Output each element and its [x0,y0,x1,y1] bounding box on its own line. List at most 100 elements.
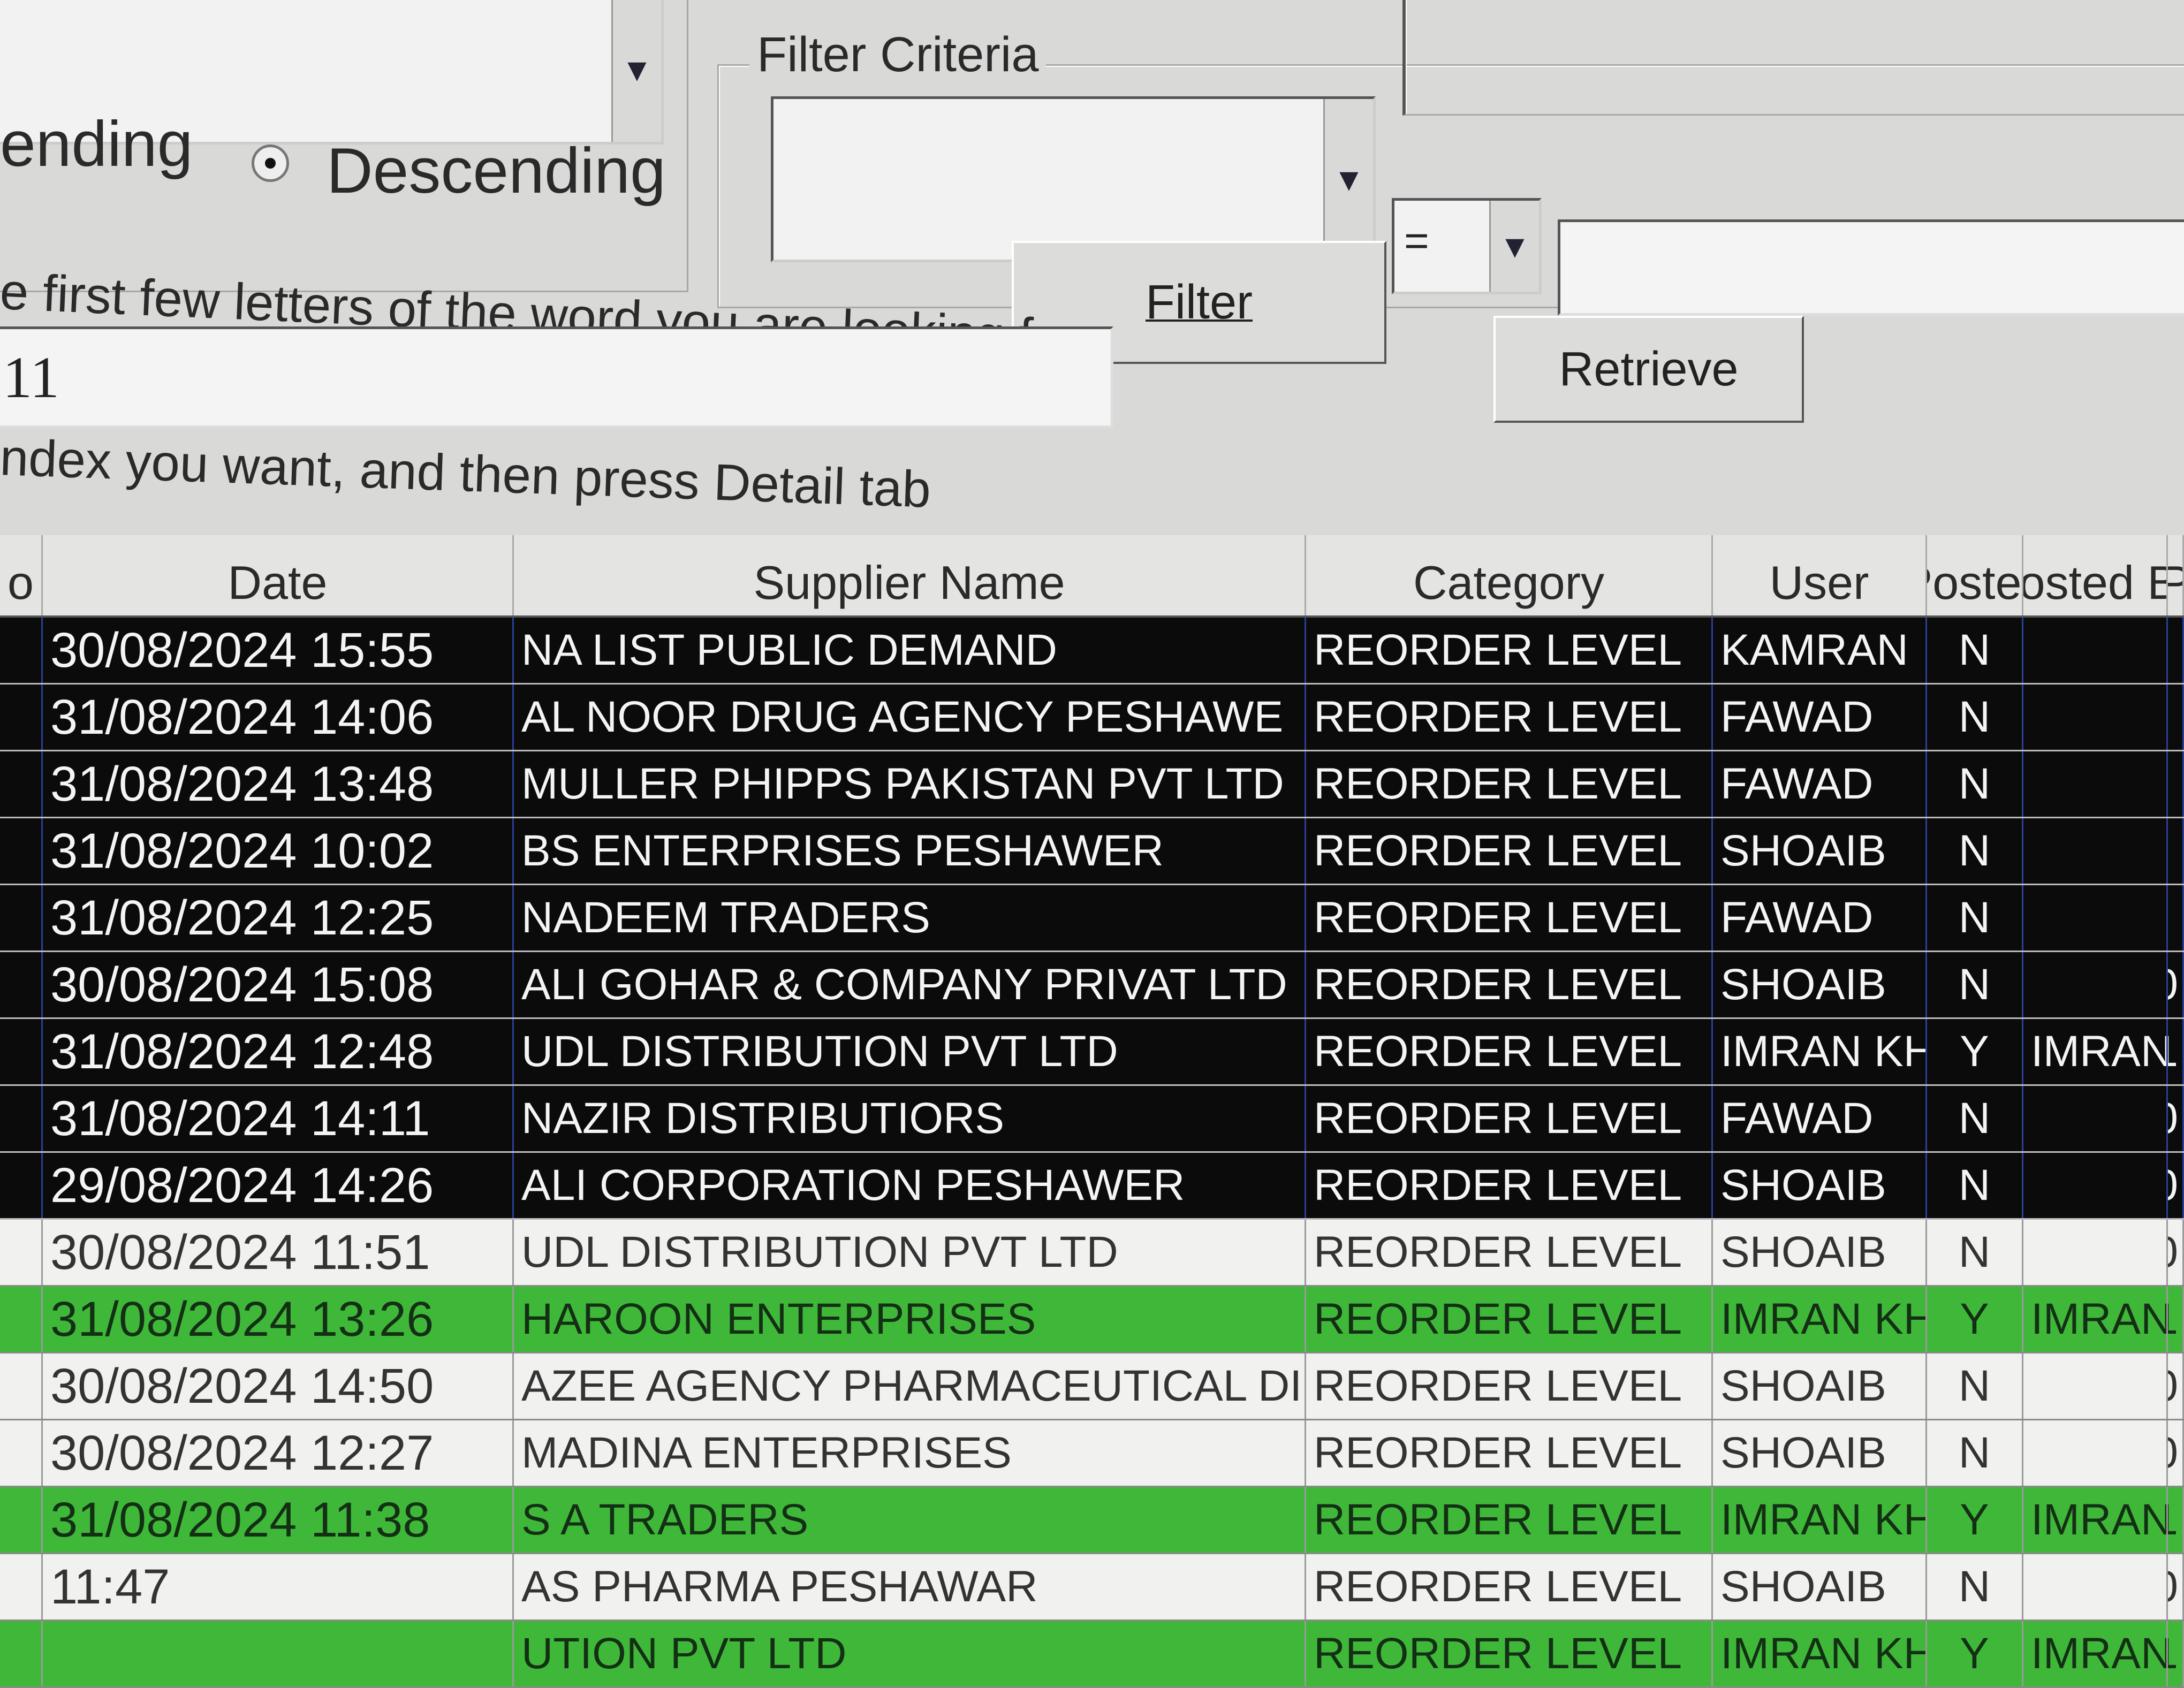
table-row[interactable]: 30/08/2024 11:51 UDL DISTRIBUTION PVT LTD… [0,1220,2184,1287]
header-col-no[interactable]: o [0,535,43,615]
cell-supplier-name: AL NOOR DRUG AGENCY PESHAWE [514,685,1306,750]
header-col-category[interactable]: Category [1306,535,1713,615]
cell-date: 29/08/2024 14:26 [43,1153,514,1218]
table-row[interactable]: 30/08/2024 15:55 NA LIST PUBLIC DEMAND REO… [0,618,2184,685]
search-input-value: 11 [3,345,59,410]
cell-supplier-name: S A TRADERS [514,1487,1306,1553]
cell-user: IMRAN KHAN [1713,1019,1927,1084]
cell-no [0,1287,43,1352]
cell-date: 31/08/2024 11:38 [43,1487,514,1553]
cell-user: SHOAIB [1713,818,1927,884]
cell-supplier-name: NADEEM TRADERS [514,885,1306,951]
header-col-posted-by[interactable]: Posted By [2023,535,2168,615]
header-col-user[interactable]: User [1713,535,1927,615]
cell-date: 31/08/2024 10:02 [43,818,514,884]
filter-value-input[interactable] [1558,219,2184,316]
sort-field-dropdown[interactable]: ▼ [0,0,664,145]
cell-supplier-name: MULLER PHIPPS PAKISTAN PVT LTD [514,751,1306,817]
header-col-posted[interactable]: Posted [1927,535,2023,615]
cell-p: 1 [2168,1621,2184,1686]
table-row[interactable]: 31/08/2024 12:25 NADEEM TRADERS REORDER LE… [0,885,2184,952]
instruction-text: ndex you want, and then press Detail tab [0,429,932,519]
retrieve-button[interactable]: Retrieve [1493,316,1804,423]
cell-no [0,1086,43,1151]
cell-no [0,1420,43,1486]
cell-posted-by [2023,1554,2168,1619]
cell-user: FAWAD [1713,1086,1927,1151]
chevron-down-icon[interactable]: ▼ [1489,201,1539,292]
cell-date [43,1621,514,1686]
cell-category: REORDER LEVEL [1306,618,1713,683]
cell-no [0,1554,43,1619]
cell-no [0,1019,43,1084]
cell-user: SHOAIB [1713,1554,1927,1619]
cell-posted: N [1927,1220,2023,1285]
cell-posted: N [1927,1554,2023,1619]
cell-category: REORDER LEVEL [1306,885,1713,951]
radio-ascending-label[interactable]: ending [0,108,193,180]
cell-date: 31/08/2024 13:26 [43,1287,514,1352]
radio-descending-label[interactable]: Descending [327,135,666,207]
table-row[interactable]: 31/08/2024 13:48 MULLER PHIPPS PAKISTAN P… [0,751,2184,818]
cell-user: KAMRAN [1713,618,1927,683]
table-row[interactable]: 11:47 AS PHARMA PESHAWAR REORDER LEVEL SHOA… [0,1554,2184,1621]
cell-user: SHOAIB [1713,1420,1927,1486]
cell-posted: Y [1927,1019,2023,1084]
cell-user: FAWAD [1713,751,1927,817]
cell-supplier-name: HAROON ENTERPRISES [514,1287,1306,1352]
cell-date: 31/08/2024 14:06 [43,685,514,750]
cell-p: 0 [2168,952,2184,1017]
cell-p: 0 [2168,1554,2184,1619]
table-row[interactable]: 31/08/2024 14:11 NAZIR DISTRIBUTIORS REORD… [0,1086,2184,1153]
chevron-down-icon[interactable]: ▼ [1323,99,1373,260]
table-row[interactable]: 30/08/2024 14:50 AZEE AGENCY PHARMACEUTIC… [0,1354,2184,1420]
cell-no [0,618,43,683]
cell-supplier-name: ALI CORPORATION PESHAWER [514,1153,1306,1218]
cell-user: SHOAIB [1713,1153,1927,1218]
filter-field-dropdown[interactable]: ▼ [771,96,1376,262]
table-row[interactable]: 31/08/2024 11:38 S A TRADERS REORDER LEVEL… [0,1487,2184,1554]
cell-category: REORDER LEVEL [1306,1420,1713,1486]
cell-user: IMRAN KHAN [1713,1621,1927,1686]
radio-descending[interactable] [252,145,289,182]
filter-criteria-title: Filter Criteria [749,27,1046,83]
cell-posted-by [2023,1220,2168,1285]
cell-posted: N [1927,618,2023,683]
cell-user: FAWAD [1713,685,1927,750]
cell-posted-by [2023,885,2168,951]
filter-criteria-group [717,64,2184,308]
chevron-down-icon[interactable]: ▼ [611,0,661,142]
table-row[interactable]: 30/08/2024 12:27 MADINA ENTERPRISES REORDE… [0,1420,2184,1487]
search-input[interactable]: 11 [0,326,1113,428]
header-col-p[interactable]: P [2168,535,2184,615]
table-row[interactable]: 31/08/2024 12:48 UDL DISTRIBUTION PVT LTD… [0,1019,2184,1086]
table-row[interactable]: 30/08/2024 15:08 ALI GOHAR & COMPANY PRIV… [0,952,2184,1019]
cell-date: 11:47 [43,1554,514,1619]
cell-date: 30/08/2024 15:08 [43,952,514,1017]
cell-supplier-name: ALI GOHAR & COMPANY PRIVAT LTD [514,952,1306,1017]
operator-value: = [1404,217,1429,264]
cell-p: 0 [2168,1220,2184,1285]
cell-user: IMRAN KHAN [1713,1287,1927,1352]
cell-no [0,1487,43,1553]
cell-posted: N [1927,685,2023,750]
table-row[interactable]: 31/08/2024 10:02 BS ENTERPRISES PESHAWER R… [0,818,2184,885]
cell-posted-by [2023,1354,2168,1419]
table-row[interactable]: 31/08/2024 13:26 HAROON ENTERPRISES REORDE… [0,1287,2184,1354]
cell-posted: N [1927,885,2023,951]
cell-posted-by [2023,952,2168,1017]
table-row[interactable]: 29/08/2024 14:26 ALI CORPORATION PESHAWER… [0,1153,2184,1220]
cell-posted: Y [1927,1621,2023,1686]
cell-category: REORDER LEVEL [1306,1019,1713,1084]
header-col-date[interactable]: Date [43,535,514,615]
cell-p: 1 [2168,1487,2184,1553]
cell-no [0,1621,43,1686]
header-col-supplier-name[interactable]: Supplier Name [514,535,1306,615]
cell-user: SHOAIB [1713,952,1927,1017]
operator-dropdown[interactable]: = ▼ [1392,198,1542,294]
cell-posted: N [1927,751,2023,817]
table-row[interactable]: 31/08/2024 14:06 AL NOOR DRUG AGENCY PESH… [0,685,2184,751]
